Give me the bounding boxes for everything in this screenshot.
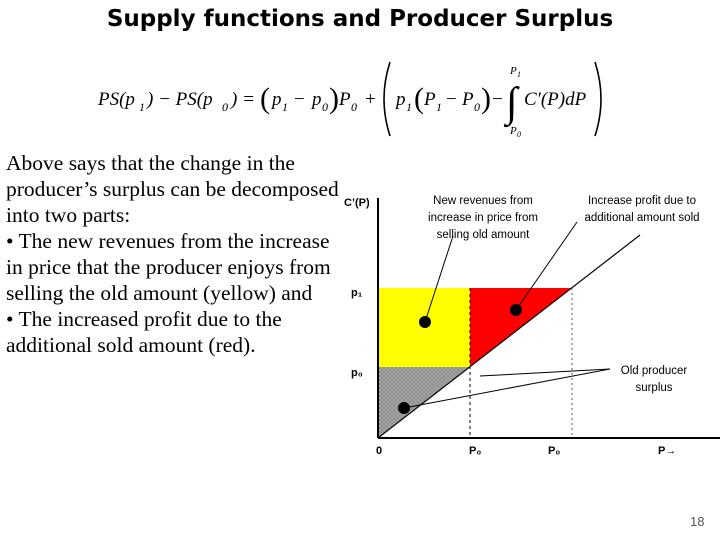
formula-P0b-sub: 0 xyxy=(474,100,480,114)
dot-yellow xyxy=(419,316,431,328)
formula-p1: p xyxy=(270,89,282,110)
formula-p0: p xyxy=(310,89,322,110)
formula-minus-1: − xyxy=(294,89,305,110)
formula-sub-1: 1 xyxy=(139,100,145,114)
formula-P0b: P xyxy=(461,89,474,110)
formula-p1b-sub: 1 xyxy=(406,100,412,114)
formula-P1-sub: 1 xyxy=(436,100,442,114)
annotation-new-revenues-2: increase in price from xyxy=(428,212,538,224)
annotation-old-surplus-1: Old producer xyxy=(621,365,688,377)
y-tick-p0: p₀ xyxy=(351,367,363,379)
formula-minus-2: − xyxy=(446,89,457,110)
formula-p0-sub: 0 xyxy=(322,100,328,114)
x-tick-second: P₀ xyxy=(548,445,560,457)
formula-paren2-close: ) xyxy=(481,82,491,115)
x-tick-first: P₀ xyxy=(469,445,481,457)
formula-P0: P xyxy=(338,89,351,110)
formula-lhs-mid: ) − PS(p xyxy=(146,89,213,110)
pointer-old-surplus-1 xyxy=(403,368,611,409)
formula-paren2-open: ( xyxy=(414,82,424,115)
formula-integral-lower: P xyxy=(509,125,517,137)
producer-surplus-diagram: C’(P) P→ 0 p₁ p₀ P₀ P₀ New revenues from… xyxy=(340,180,720,470)
annotation-new-revenues-3: selling old amount xyxy=(437,229,531,241)
pointer-old-surplus-2 xyxy=(479,368,611,377)
formula-integral-sign: ∫ xyxy=(503,80,520,128)
formula-P0-sub: 0 xyxy=(351,100,357,114)
bullet-increased-profit: • The increased profit due to the additi… xyxy=(6,307,282,357)
body-text: Above says that the change in the produc… xyxy=(6,150,342,358)
bullet-new-revenues: • The new revenues from the increase in … xyxy=(6,229,331,305)
formula-P1: P xyxy=(423,89,436,110)
formula-big-paren-right xyxy=(594,61,602,137)
pointer-increase-profit xyxy=(515,221,578,311)
dot-red xyxy=(510,304,522,316)
formula-integral-upper: P xyxy=(509,65,517,77)
annotation-new-revenues-1: New revenues from xyxy=(433,195,533,207)
formula-plus: + xyxy=(365,89,376,110)
x-axis-label: P→ xyxy=(658,445,676,457)
origin-label: 0 xyxy=(376,445,382,457)
paragraph-intro: Above says that the change in the produc… xyxy=(6,151,339,227)
page-number: 18 xyxy=(690,514,705,529)
y-tick-p1: p₁ xyxy=(351,287,363,299)
formula-paren-close: ) xyxy=(329,82,339,115)
annotation-increase-profit-1: Increase profit due to xyxy=(588,195,696,207)
surplus-formula: PS(p 1 ) − PS(p 0 ) = ( p 1 − p 0 ) P 0 … xyxy=(97,61,602,139)
annotation-old-surplus-2: surplus xyxy=(635,382,672,394)
formula-lhs-end: ) = xyxy=(230,89,255,110)
formula-integral-lower-sub: 0 xyxy=(517,130,521,139)
formula-paren-open: ( xyxy=(260,82,270,115)
formula-lhs-a: PS(p xyxy=(97,89,135,110)
formula-integral-upper-sub: 1 xyxy=(517,70,521,79)
y-axis-label: C’(P) xyxy=(344,197,370,209)
annotation-increase-profit-2: additional amount sold xyxy=(584,212,699,224)
formula-big-paren-left xyxy=(383,61,391,137)
pointer-new-revenues xyxy=(424,235,454,323)
slide-title: Supply functions and Producer Surplus xyxy=(106,6,614,32)
formula-sub-0: 0 xyxy=(222,100,228,114)
formula-p1-sub: 1 xyxy=(282,100,288,114)
dot-grey xyxy=(398,402,410,414)
formula-integrand: C′(P)dP xyxy=(524,89,587,110)
formula-p1b: p xyxy=(394,89,406,110)
formula-minus-3: − xyxy=(492,89,503,110)
